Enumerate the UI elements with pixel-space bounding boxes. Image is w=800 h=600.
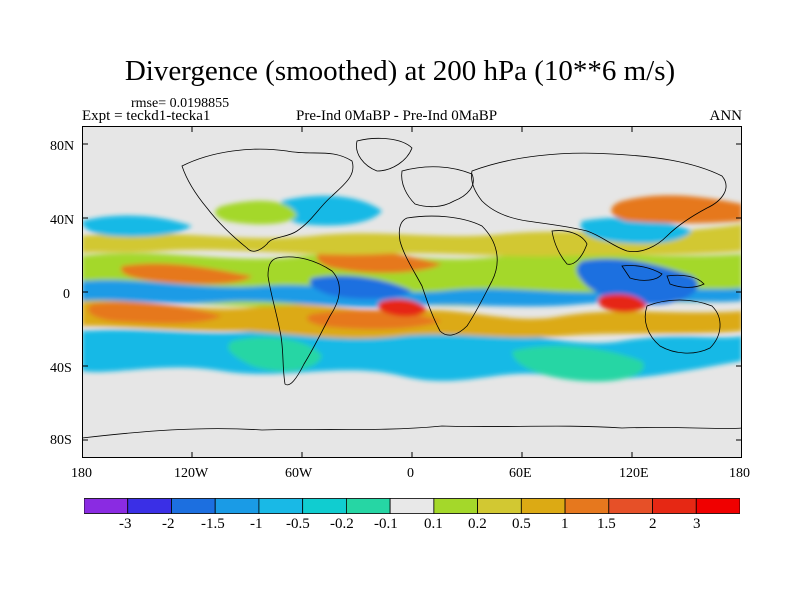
field-red-pacific [598, 294, 647, 313]
field-cyan-north-atlantic [278, 195, 382, 226]
colorbar-label: 2 [649, 516, 657, 532]
colorbar-swatch [520, 498, 566, 514]
lat-tick-40n: 40N [50, 213, 75, 228]
field-orange-north-asia [611, 195, 742, 224]
colorbar-label: 0.2 [468, 516, 487, 532]
colorbar-label: -1 [250, 516, 263, 532]
colorbar-label: -2 [162, 516, 175, 532]
lon-tick-0: 0 [407, 466, 414, 481]
colorbar-swatch [477, 498, 522, 514]
colorbar-swatch [214, 498, 260, 514]
field-orange-north-tropics [121, 249, 443, 285]
field-lime-north-atlantic [215, 200, 297, 225]
expt-label: Expt = teckd1-tecka1 [82, 108, 211, 124]
lon-tick-60e: 60E [509, 466, 532, 481]
field-cyan-north-pacific [82, 215, 192, 237]
colorbar-swatch [127, 498, 172, 514]
divergence-field [82, 195, 742, 382]
antarctica-outline [82, 425, 742, 439]
colorbar-swatch [389, 498, 435, 514]
europe-outline [401, 166, 474, 208]
lon-tick-120w: 120W [174, 466, 209, 481]
season-label: ANN [709, 108, 743, 124]
field-cyan-asia [580, 217, 692, 244]
colorbar-label: -3 [119, 516, 132, 532]
north-america-outline [181, 148, 354, 252]
colorbar-swatch [433, 498, 478, 514]
lon-tick-180e: 180 [729, 466, 750, 481]
lon-tick-120e: 120E [619, 466, 649, 481]
field-teal-south-2 [512, 345, 644, 382]
divergence-map [82, 126, 742, 458]
colorbar-label: -0.1 [374, 516, 398, 532]
colorbar-swatch [84, 498, 129, 514]
center-label: Pre-Ind 0MaBP - Pre-Ind 0MaBP [296, 108, 498, 124]
india-outline [551, 230, 588, 265]
lon-tick-60w: 60W [285, 466, 313, 481]
field-blue-equator [82, 279, 742, 308]
lat-tick-80n: 80N [50, 139, 75, 154]
colorbar-swatch [564, 498, 610, 514]
africa-outline [398, 215, 498, 336]
lon-tick-180w: 180 [71, 466, 92, 481]
field-darkblue-maritime [576, 258, 698, 305]
colorbar-label: 0.1 [424, 516, 443, 532]
colorbar-swatch [302, 498, 347, 514]
colorbar-swatch [345, 498, 391, 514]
greenland-outline [356, 137, 413, 172]
colorbar-label: 1.5 [597, 516, 616, 532]
colorbar-label: 1 [561, 516, 569, 532]
figure-title: Divergence (smoothed) at 200 hPa (10**6 … [124, 55, 676, 87]
asia-outline [471, 152, 727, 253]
colorbar-label: 0.5 [512, 516, 531, 532]
axis-ticks [82, 126, 742, 458]
colorbar-swatch [171, 498, 216, 514]
colorbar-label: 3 [693, 516, 701, 532]
colorbar-swatch [695, 498, 740, 514]
south-america-outline [267, 256, 340, 386]
colorbar-swatch [608, 498, 653, 514]
colorbar [84, 498, 740, 514]
rmse-label: rmse= 0.0198855 [131, 96, 230, 111]
coastlines [82, 137, 742, 439]
field-darkblue-eq-americas [309, 275, 412, 299]
lat-tick-eq: 0 [63, 287, 70, 302]
map-frame [82, 126, 742, 458]
field-teal-south [228, 336, 322, 372]
lat-tick-40s: 40S [50, 361, 72, 376]
colorbar-label: -1.5 [201, 516, 225, 532]
field-red-atlantic [378, 299, 427, 317]
australia-outline [644, 299, 721, 354]
colorbar-swatch [652, 498, 697, 514]
field-orange-south-tropics [88, 302, 442, 330]
colorbar-label: -0.5 [286, 516, 310, 532]
maritime-continent-outline [621, 265, 705, 288]
colorbar-label: -0.2 [330, 516, 354, 532]
lat-tick-80s: 80S [50, 433, 72, 448]
colorbar-swatch [258, 498, 304, 514]
